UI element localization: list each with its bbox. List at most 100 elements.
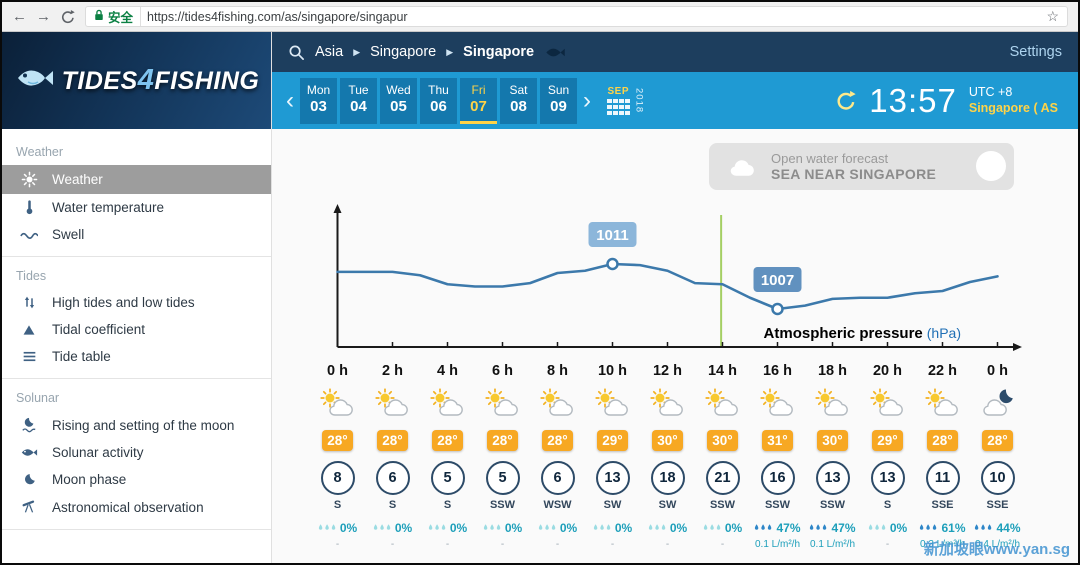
- wind-cell: 10 SSE: [970, 461, 1025, 511]
- address-bar[interactable]: 安全 https://tides4fishing.com/as/singapor…: [85, 6, 1068, 27]
- search-icon[interactable]: [288, 44, 305, 61]
- temperature-badge: 28°: [487, 430, 518, 451]
- sun-icon: [18, 171, 40, 188]
- wind-direction: SSE: [986, 499, 1009, 511]
- sidebar-item-swell[interactable]: Swell: [2, 221, 271, 248]
- weather-icon-cell: [420, 388, 475, 423]
- temperature-badge: 28°: [927, 430, 958, 451]
- day-tab-sat-08[interactable]: Sat 08: [500, 77, 537, 124]
- prev-week-chevron[interactable]: ‹: [286, 86, 294, 114]
- fish-logo-icon: [14, 65, 54, 96]
- open-water-forecast-banner[interactable]: Open water forecast SEA NEAR SINGAPORE: [709, 143, 1014, 190]
- precip-percent-value: 0%: [614, 521, 633, 535]
- day-tab-wed-05[interactable]: Wed 05: [380, 77, 417, 124]
- sidebar-item-rising-and-setting-of-the-moon[interactable]: Rising and setting of the moon: [2, 411, 271, 439]
- weather-icon-cell: [530, 388, 585, 423]
- hour-label: 0 h: [987, 363, 1008, 379]
- day-tab-sun-09[interactable]: Sun 09: [540, 77, 577, 124]
- temperature-badge: 28°: [377, 430, 408, 451]
- precip-amount: -: [335, 539, 340, 550]
- droplets-icon: [538, 519, 557, 537]
- sun-cloud-icon: [758, 388, 798, 423]
- day-number: 07: [470, 98, 487, 115]
- precip-amount: 0.1 L/m²/h: [809, 539, 856, 550]
- precip-cell: 0% -: [640, 519, 695, 550]
- hour-label: 20 h: [872, 363, 902, 379]
- breadcrumb-asia[interactable]: Asia: [315, 44, 344, 60]
- pressure-line: [336, 262, 999, 311]
- wind-direction: SW: [603, 499, 622, 511]
- pressure-marker: [606, 257, 619, 271]
- temperature-cell: 28°: [420, 430, 475, 451]
- day-number: 09: [550, 98, 567, 115]
- sidebar-item-moon-phase[interactable]: Moon phase: [2, 466, 271, 493]
- reload-button[interactable]: [60, 9, 76, 25]
- sidebar-item-weather[interactable]: Weather: [2, 165, 271, 194]
- section-divider: [2, 378, 271, 379]
- temperature-badge: 28°: [322, 430, 353, 451]
- wind-direction: WSW: [543, 499, 572, 511]
- droplets-icon: [703, 519, 722, 537]
- site-logo[interactable]: TIDES4FISHING: [2, 32, 271, 129]
- sun-cloud-icon: [593, 388, 633, 423]
- droplets-icon: [919, 519, 938, 537]
- day-tab-fri-07[interactable]: Fri 07: [460, 77, 497, 124]
- wind-speed-circle: 13: [870, 461, 905, 495]
- settings-link[interactable]: Settings: [1009, 44, 1062, 60]
- wind-speed-circle: 10: [980, 461, 1015, 495]
- bookmark-star-icon[interactable]: ☆: [1046, 8, 1059, 24]
- refresh-icon[interactable]: [835, 90, 857, 112]
- calendar-button[interactable]: SEP 2018: [607, 86, 645, 116]
- calendar-year: 2018: [633, 87, 645, 114]
- day-name: Fri: [471, 83, 486, 97]
- banner-title: SEA NEAR SINGAPORE: [771, 166, 937, 182]
- day-selector: Mon 03 Tue 04 Wed 05 Thu 06 Fri 07 Sat 08 Sun 09: [300, 77, 577, 124]
- sidebar-item-astronomical-observation[interactable]: Astronomical observation: [2, 493, 271, 521]
- temperature-cell: 28°: [475, 430, 530, 451]
- sidebar-item-label: Tidal coefficient: [52, 322, 146, 337]
- day-number: 08: [510, 98, 527, 115]
- precip-cell: 0% -: [585, 519, 640, 550]
- weather-icon-cell: [805, 388, 860, 423]
- precip-percent-value: 47%: [831, 521, 856, 535]
- sidebar-item-tidal-coefficient[interactable]: Tidal coefficient: [2, 316, 271, 343]
- lock-icon: [94, 9, 104, 24]
- wind-cell: 13 SW: [585, 461, 640, 511]
- day-tab-mon-03[interactable]: Mon 03: [300, 77, 337, 124]
- breadcrumb-singapore[interactable]: Singapore: [370, 44, 437, 60]
- precip-amount: -: [720, 539, 725, 550]
- hour-label: 12 h: [652, 363, 682, 379]
- precip-percent: 0%: [648, 519, 687, 537]
- browser-toolbar: ← → 安全 https://tides4fishing.com/as/sing…: [2, 2, 1078, 32]
- wind-speed-circle: 11: [925, 461, 960, 495]
- precip-percent-value: 0%: [724, 521, 743, 535]
- sun-cloud-icon: [648, 388, 688, 423]
- day-tab-tue-04[interactable]: Tue 04: [340, 77, 377, 124]
- weather-icon-cell: [860, 388, 915, 423]
- wind-direction: SSW: [819, 499, 846, 511]
- back-button[interactable]: ←: [12, 8, 27, 25]
- temperature-badge: 28°: [982, 430, 1013, 451]
- day-tab-thu-06[interactable]: Thu 06: [420, 77, 457, 124]
- pressure-marker: [771, 302, 784, 316]
- breadcrumb-arrow-icon: ▶: [446, 46, 454, 57]
- next-week-chevron[interactable]: ›: [583, 86, 591, 114]
- wind-direction: S: [883, 499, 892, 511]
- forward-button[interactable]: →: [36, 8, 51, 25]
- sidebar-item-tide-table[interactable]: Tide table: [2, 343, 271, 370]
- sidebar-item-water-temperature[interactable]: Water temperature: [2, 194, 271, 221]
- main-content: Open water forecast SEA NEAR SINGAPORE 1…: [272, 129, 1078, 563]
- sidebar-item-high-tides-and-low-tides[interactable]: High tides and low tides: [2, 289, 271, 316]
- precip-percent: 44%: [974, 519, 1021, 537]
- precip-amount: -: [390, 539, 395, 550]
- hour-label: 2 h: [382, 363, 403, 379]
- wind-cell: 5 SSW: [475, 461, 530, 511]
- wind-direction: S: [443, 499, 452, 511]
- sidebar-item-solunar-activity[interactable]: Solunar activity: [2, 439, 271, 466]
- weather-icon-cell: [915, 388, 970, 423]
- temperature-badge: 29°: [597, 430, 628, 451]
- weather-icon-cell: [585, 388, 640, 423]
- temperature-cell: 29°: [860, 430, 915, 451]
- cloud-icon: [725, 151, 759, 183]
